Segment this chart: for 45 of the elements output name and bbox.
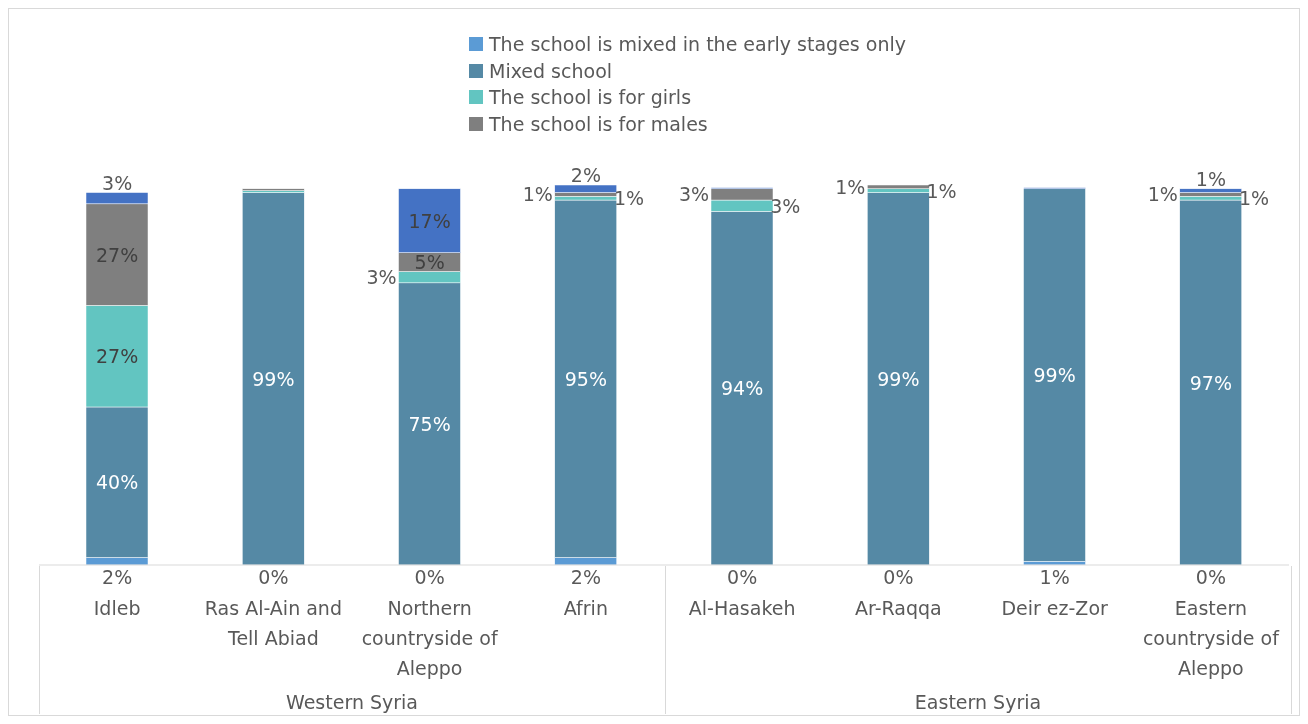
x-tick-label: Deir ez-Zor	[1001, 597, 1109, 619]
data-label: 27%	[96, 243, 139, 266]
legend-label: Mixed school	[488, 58, 613, 84]
data-label: 5%	[414, 251, 445, 274]
x-tick-label: Afrin	[563, 597, 608, 619]
x-tick-label: Eastern countryside of Aleppo	[1142, 597, 1281, 679]
data-label: 1%	[926, 179, 957, 202]
text: Western Syria	[285, 691, 419, 713]
data-label: 97%	[1189, 371, 1232, 394]
data-label: 2%	[570, 566, 601, 588]
data-label: 0%	[727, 566, 758, 588]
data-label: 0%	[883, 566, 914, 588]
data-label: 3%	[102, 171, 133, 194]
data-label: 0%	[258, 566, 289, 588]
legend-label: The school is for girls	[488, 85, 692, 110]
data-label: 99%	[877, 367, 920, 390]
data-label: 1%	[1238, 187, 1270, 210]
data-label: 1%	[613, 187, 645, 210]
data-label: 0%	[414, 566, 445, 588]
text: Eastern Syria	[913, 691, 1043, 713]
legend-label: The school is for males	[488, 111, 708, 137]
x-tick-label: Al-Hasakeh	[688, 597, 796, 619]
data-label: 1%	[1039, 566, 1070, 588]
data-label: 17%	[408, 209, 451, 232]
data-label: 1%	[835, 175, 866, 198]
data-label: 94%	[721, 377, 764, 400]
data-label: 1%	[1195, 167, 1226, 190]
data-label: 95%	[564, 367, 607, 390]
data-label: 40%	[96, 471, 139, 494]
data-label: 2%	[570, 164, 601, 186]
data-label: 99%	[1033, 364, 1076, 386]
x-tick-label: Idleb	[93, 597, 141, 619]
data-label: 3%	[678, 183, 710, 206]
data-label: 75%	[408, 412, 451, 435]
data-label: 3%	[366, 266, 397, 289]
legend-label: The school is mixed in the early stages only	[488, 32, 906, 57]
x-tick-label: Ras Al-Ain and Tell Abiad	[204, 597, 342, 649]
data-label: 1%	[522, 183, 553, 206]
data-label: 99%	[252, 367, 295, 390]
x-tick-label: Northern countryside of Aleppo	[361, 597, 499, 679]
x-tick-label: Ar-Raqqa	[855, 597, 942, 619]
data-label: 2%	[102, 566, 133, 588]
data-label: 1%	[1147, 183, 1178, 206]
data-label: 27%	[96, 345, 139, 368]
data-label: 0%	[1195, 566, 1226, 588]
